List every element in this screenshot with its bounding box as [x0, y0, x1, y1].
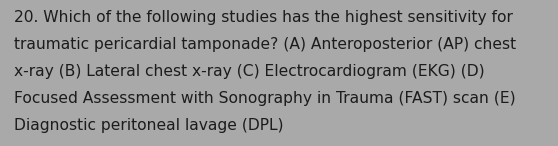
Text: Focused Assessment with Sonography in Trauma (FAST) scan (E): Focused Assessment with Sonography in Tr… — [14, 91, 516, 106]
Text: Diagnostic peritoneal lavage (DPL): Diagnostic peritoneal lavage (DPL) — [14, 118, 283, 133]
Text: x-ray (B) Lateral chest x-ray (C) Electrocardiogram (EKG) (D): x-ray (B) Lateral chest x-ray (C) Electr… — [14, 64, 484, 79]
Text: 20. Which of the following studies has the highest sensitivity for: 20. Which of the following studies has t… — [14, 10, 513, 25]
Text: traumatic pericardial tamponade? (A) Anteroposterior (AP) chest: traumatic pericardial tamponade? (A) Ant… — [14, 37, 516, 52]
